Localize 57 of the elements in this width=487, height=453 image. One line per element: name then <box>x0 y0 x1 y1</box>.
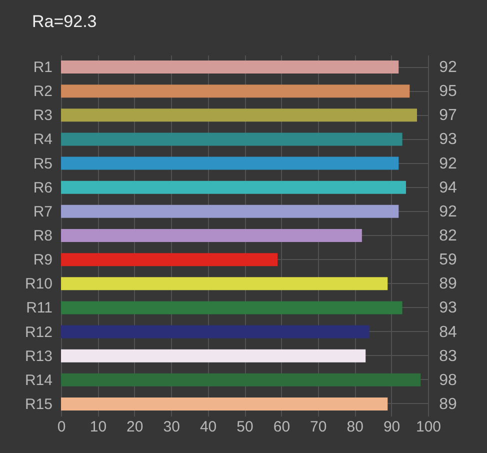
y-tick-label: R13 <box>24 348 52 365</box>
y-tick-label: R10 <box>24 276 52 293</box>
data-label: 98 <box>439 372 457 389</box>
bar <box>61 108 417 122</box>
data-label: 92 <box>439 203 457 220</box>
bar <box>61 397 388 410</box>
data-label: 93 <box>439 131 457 148</box>
bar <box>61 373 421 386</box>
y-tick-label: R3 <box>33 107 52 124</box>
data-label: 83 <box>439 348 457 365</box>
y-tick-label: R5 <box>33 155 52 172</box>
data-label: 59 <box>439 252 457 269</box>
data-label: 92 <box>439 59 457 76</box>
bar <box>61 180 406 194</box>
chart-title: Ra=92.3 <box>32 12 97 31</box>
x-tick-label: 60 <box>273 418 290 436</box>
y-tick-label: R9 <box>33 252 52 269</box>
y-tick-label: R8 <box>33 228 52 244</box>
y-tick-label: R2 <box>33 83 52 100</box>
bar <box>61 132 402 146</box>
data-label: 89 <box>439 396 457 413</box>
x-tick-label: 20 <box>126 418 144 436</box>
x-tick-label: 40 <box>200 418 217 436</box>
bar <box>61 253 278 266</box>
x-tick-label: 80 <box>346 418 364 436</box>
bar <box>61 156 399 170</box>
bar <box>61 204 399 218</box>
y-tick-label: R14 <box>24 372 52 389</box>
bar <box>61 301 402 314</box>
y-tick-label: R4 <box>33 131 52 148</box>
data-label: 94 <box>439 179 457 196</box>
y-tick-label: R1 <box>33 59 52 76</box>
data-label: 93 <box>439 300 457 317</box>
x-tick-label: 100 <box>416 418 442 436</box>
data-label: 95 <box>439 83 457 100</box>
data-label: 84 <box>439 324 457 341</box>
y-tick-label: R12 <box>24 324 52 341</box>
data-label: 82 <box>439 228 457 244</box>
bar <box>61 277 388 290</box>
bar <box>61 349 366 362</box>
y-tick-label: R11 <box>26 300 52 317</box>
x-tick-label: 70 <box>310 418 327 436</box>
bar <box>61 60 399 74</box>
x-tick-label: 90 <box>383 418 400 436</box>
x-tick-label: 0 <box>57 418 66 436</box>
data-label: 92 <box>439 155 457 172</box>
y-tick-label: R15 <box>24 396 52 413</box>
y-tick-label: R7 <box>33 203 52 220</box>
bar <box>61 229 362 242</box>
bar <box>61 84 410 98</box>
x-tick-label: 10 <box>90 418 107 436</box>
bar <box>61 325 370 338</box>
y-tick-label: R6 <box>33 179 52 196</box>
x-tick-label: 50 <box>236 418 254 436</box>
data-label: 89 <box>439 276 457 293</box>
data-label: 97 <box>439 107 457 124</box>
x-tick-label: 30 <box>163 418 180 436</box>
